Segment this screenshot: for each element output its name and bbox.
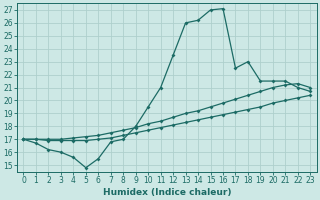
X-axis label: Humidex (Indice chaleur): Humidex (Indice chaleur) bbox=[103, 188, 231, 197]
